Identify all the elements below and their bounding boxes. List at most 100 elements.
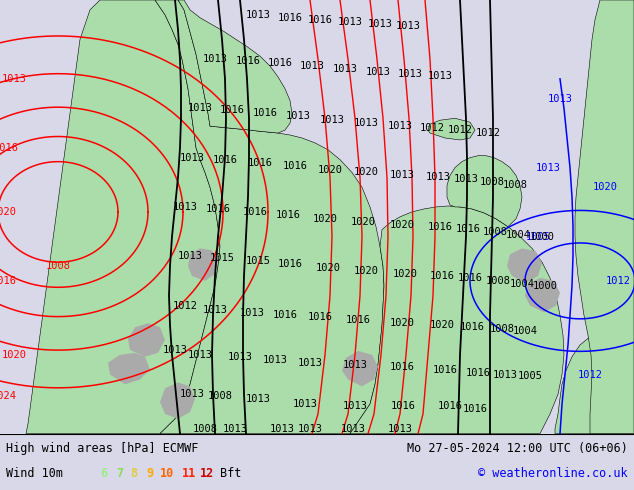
Text: 1013: 1013 [179,153,205,163]
Text: 1020: 1020 [389,220,415,230]
Text: 1012: 1012 [172,300,198,311]
Text: 1016: 1016 [212,155,238,165]
Text: 1013: 1013 [396,21,420,30]
Text: 1008: 1008 [207,391,233,401]
Text: 1016: 1016 [0,143,18,153]
Text: 1016: 1016 [283,161,307,171]
Text: 1015: 1015 [245,256,271,266]
Text: 7: 7 [116,467,123,480]
Text: 1013: 1013 [337,17,363,26]
Polygon shape [555,316,634,434]
Text: 1020: 1020 [392,269,418,279]
Text: 1016: 1016 [247,158,273,168]
Text: 1020: 1020 [313,214,337,224]
Text: 1008: 1008 [479,177,505,187]
Text: 1013: 1013 [262,355,287,365]
Text: 1004: 1004 [505,230,531,240]
Text: 1016: 1016 [276,210,301,220]
Text: 1020: 1020 [429,320,455,330]
Text: 1013: 1013 [179,389,205,399]
Text: 1013: 1013 [245,394,271,404]
Text: 1013: 1013 [202,54,228,64]
Text: 1013: 1013 [162,345,188,355]
Text: 1013: 1013 [292,399,318,409]
Text: 1012: 1012 [578,369,602,380]
Text: 1013: 1013 [425,172,451,182]
Text: 1016: 1016 [0,276,16,286]
Text: 1013: 1013 [1,74,27,84]
Text: 1013: 1013 [342,401,368,411]
Text: 1016: 1016 [273,310,297,320]
Text: 1013: 1013 [178,251,202,261]
Text: 1016: 1016 [205,204,231,214]
Text: 1008: 1008 [193,424,217,434]
Polygon shape [128,323,165,357]
Text: 8: 8 [130,467,137,480]
Text: Bft: Bft [220,467,242,480]
Text: 1013: 1013 [398,69,422,79]
Text: 1020: 1020 [354,168,378,177]
Text: 1013: 1013 [228,352,252,362]
Text: 1013: 1013 [453,174,479,184]
Text: 1016: 1016 [432,365,458,374]
Text: 1016: 1016 [460,322,484,332]
Text: 1013: 1013 [332,64,358,74]
Text: 1013: 1013 [269,424,295,434]
Text: 1020: 1020 [351,217,375,227]
Text: 1013: 1013 [320,115,344,125]
Text: 1004: 1004 [512,326,538,336]
Text: 1013: 1013 [387,424,413,434]
Text: 1000: 1000 [533,281,557,291]
Text: 1013: 1013 [299,61,325,71]
Text: 1016: 1016 [437,401,462,411]
Text: 1008: 1008 [46,261,70,271]
Text: 1013: 1013 [240,308,264,318]
Text: 1016: 1016 [307,15,332,24]
Text: 1013: 1013 [202,305,228,316]
Polygon shape [525,278,560,313]
Text: 1013: 1013 [365,67,391,77]
Text: 1013: 1013 [188,103,212,113]
Text: 1013: 1013 [245,10,271,20]
Text: 1016: 1016 [278,13,302,23]
Polygon shape [178,0,292,133]
Text: Mo 27-05-2024 12:00 UTC (06+06): Mo 27-05-2024 12:00 UTC (06+06) [407,442,628,455]
Text: 1020: 1020 [354,266,378,276]
Text: 1016: 1016 [268,58,292,68]
Text: 1016: 1016 [235,56,261,66]
Polygon shape [160,382,195,419]
Polygon shape [188,248,218,281]
Text: 1016: 1016 [391,401,415,411]
Polygon shape [428,118,475,140]
Text: 1013: 1013 [188,350,212,360]
Polygon shape [507,248,542,283]
Text: 1016: 1016 [252,108,278,119]
Text: 1013: 1013 [389,171,415,180]
Text: 1005: 1005 [517,371,543,382]
Text: 1013: 1013 [285,111,311,122]
Polygon shape [108,353,150,384]
Text: 1005: 1005 [526,232,550,242]
Text: 1008: 1008 [489,324,515,334]
Text: 1013: 1013 [354,118,378,128]
Polygon shape [342,351,378,386]
Text: 1020: 1020 [593,182,618,192]
Text: 9: 9 [146,467,153,480]
Text: 1013: 1013 [368,19,392,28]
Text: 1004: 1004 [510,279,534,289]
Text: 1013: 1013 [223,424,247,434]
Text: 1013: 1013 [536,163,560,172]
Text: 1016: 1016 [219,105,245,115]
Text: 1013: 1013 [427,71,453,81]
Text: 1013: 1013 [297,358,323,368]
Text: 1016: 1016 [389,362,415,371]
Text: 1016: 1016 [307,312,332,322]
Text: 1012: 1012 [420,123,444,133]
Text: 1008: 1008 [503,180,527,190]
Text: 1016: 1016 [427,221,453,232]
Polygon shape [575,0,634,434]
Text: 6: 6 [100,467,107,480]
Text: 1012: 1012 [476,128,500,138]
Text: 1020: 1020 [0,207,16,217]
Polygon shape [155,0,384,434]
